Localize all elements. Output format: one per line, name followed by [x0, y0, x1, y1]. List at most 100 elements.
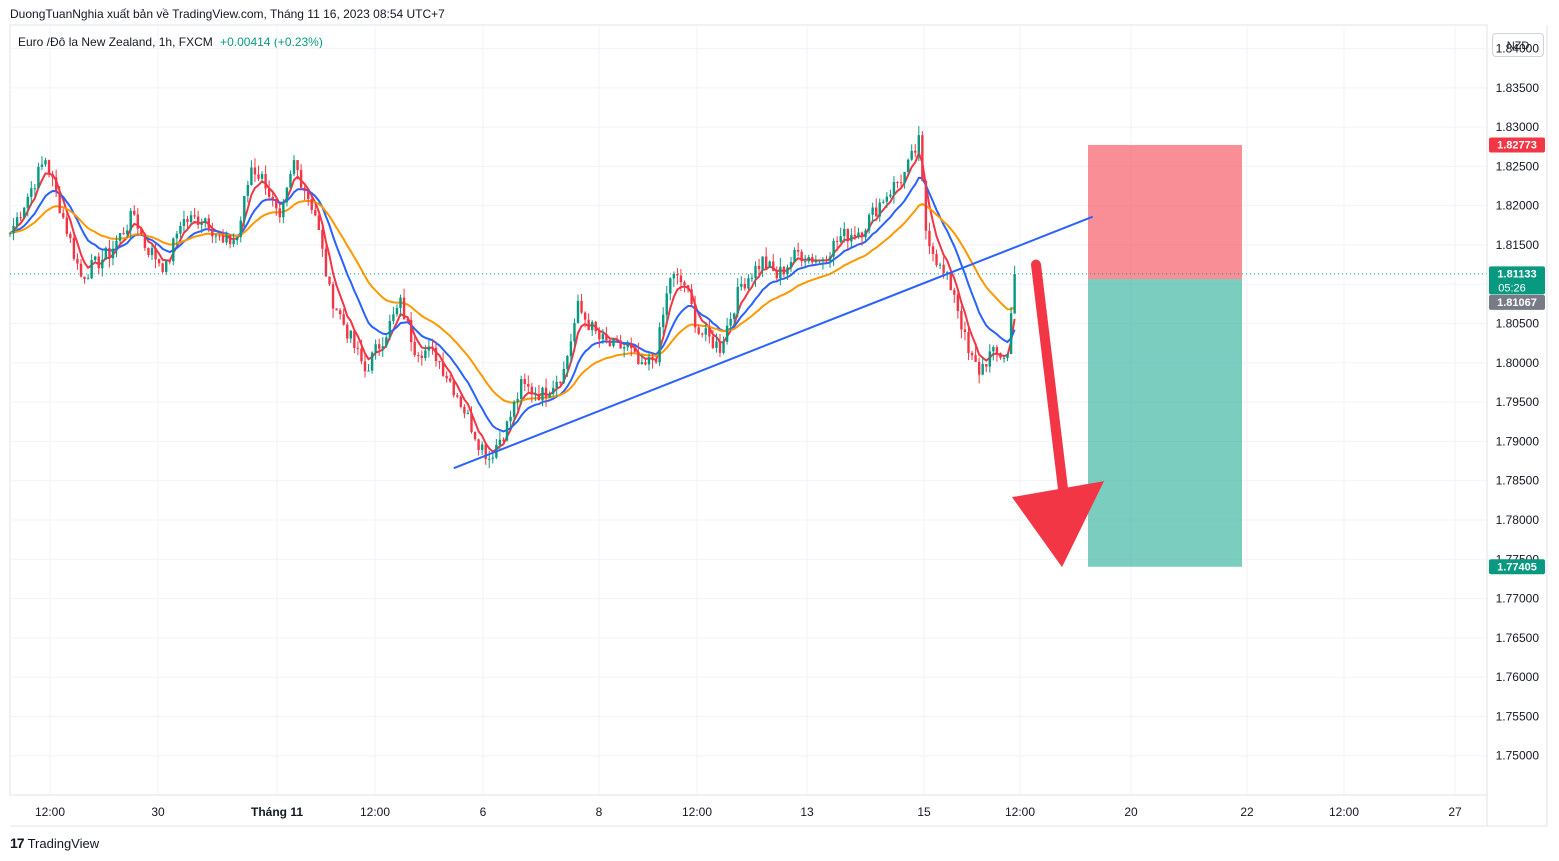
- candle-body: [40, 164, 44, 167]
- tradingview-logo[interactable]: 17 TradingView: [10, 835, 99, 851]
- candle-body: [889, 194, 892, 197]
- candle-body: [630, 343, 633, 349]
- last-price-tag-bg: [1489, 266, 1545, 295]
- candle-body: [33, 188, 37, 190]
- price-tick-label: 1.82500: [1496, 159, 1540, 173]
- candle-body: [338, 310, 342, 315]
- time-tick-label: 12:00: [360, 805, 390, 819]
- symbol-name: Euro /Đô la New Zealand, 1h, FXCM: [18, 35, 213, 49]
- candle-body: [157, 259, 161, 264]
- candle-body: [125, 230, 129, 235]
- price-tick-label: 1.76500: [1496, 631, 1540, 645]
- candle-body: [633, 348, 636, 352]
- price-tick-label: 1.80500: [1496, 317, 1540, 331]
- time-axis[interactable]: 12:00 30 Tháng 11 12:00 6 8 12:00 13 15 12:00 20 22…: [10, 794, 1487, 819]
- candle-body: [896, 182, 899, 184]
- candle-body: [424, 350, 427, 359]
- candle-body: [374, 344, 377, 353]
- candle-body: [104, 247, 108, 260]
- ema-mid-line: [9, 176, 1016, 433]
- candle-body: [441, 361, 445, 376]
- candle-body: [967, 332, 970, 353]
- candle-body: [204, 218, 207, 223]
- price-tick-label: 1.80000: [1496, 356, 1540, 370]
- candle-body: [236, 237, 239, 241]
- candle-body: [143, 233, 147, 248]
- candle-body: [296, 160, 299, 171]
- symbol-legend[interactable]: Euro /Đô la New Zealand, 1h, FXCM +0.004…: [18, 35, 323, 49]
- candle-body: [867, 214, 871, 231]
- candle-body: [665, 293, 668, 315]
- candle-body: [701, 333, 704, 335]
- candle-body: [551, 387, 555, 394]
- candle-body: [367, 370, 370, 372]
- candle-body: [282, 202, 285, 218]
- candle-body: [72, 238, 76, 259]
- candle-body: [992, 347, 995, 352]
- price-tick-label: 1.78000: [1496, 513, 1540, 527]
- candle-body: [910, 150, 913, 160]
- candle-body: [818, 260, 821, 262]
- candle-body: [186, 219, 189, 223]
- candle-body: [434, 347, 438, 362]
- candle-body: [885, 196, 889, 202]
- candle-body: [757, 265, 761, 270]
- candle-body: [953, 290, 956, 295]
- candle-body: [683, 282, 686, 286]
- candle-body: [711, 336, 715, 348]
- candle-body: [15, 217, 19, 226]
- candle-body: [51, 174, 54, 178]
- currency-button[interactable]: NZD: [1492, 33, 1544, 57]
- candle-body: [541, 387, 544, 401]
- candle-body: [679, 275, 683, 283]
- candle-body: [346, 324, 349, 339]
- candle-body: [459, 396, 463, 407]
- candle-body: [871, 207, 874, 215]
- candle-body: [814, 261, 818, 263]
- price-tick-label: 1.75000: [1496, 749, 1540, 763]
- candle-body: [331, 284, 335, 309]
- candle-body: [658, 327, 661, 363]
- candle-body: [356, 347, 360, 349]
- time-tick-label: 12:00: [35, 805, 65, 819]
- candle-body: [409, 319, 413, 343]
- candle-body: [725, 325, 729, 342]
- candle-body: [672, 274, 676, 279]
- stop-loss-zone: [1088, 144, 1242, 280]
- candle-body: [225, 235, 228, 243]
- candle-body: [764, 256, 768, 269]
- candle-body: [640, 362, 644, 365]
- price-tick-label: 1.83500: [1496, 81, 1540, 95]
- stop-price-tag-bg: [1489, 137, 1545, 153]
- candle-body: [924, 180, 928, 231]
- candle-body: [811, 257, 814, 263]
- time-tick-label: 6: [480, 805, 487, 819]
- candle-body: [484, 444, 487, 460]
- candle-body: [800, 251, 803, 262]
- candle-body: [715, 341, 718, 348]
- candle-body: [917, 135, 920, 153]
- candle-body: [260, 174, 264, 179]
- candle-body: [129, 210, 132, 231]
- candle-body: [303, 187, 306, 192]
- candle-body: [796, 249, 800, 252]
- candle-body: [622, 347, 626, 349]
- candle-body: [307, 191, 310, 200]
- candle-body: [512, 401, 516, 417]
- candle-body: [598, 331, 601, 340]
- candle-body: [864, 230, 867, 238]
- candle-body: [133, 210, 136, 215]
- take-profit-zone: [1088, 279, 1242, 567]
- candle-body: [693, 304, 697, 328]
- candle-body: [317, 215, 321, 231]
- candle-body: [8, 233, 12, 235]
- candle-body: [488, 458, 491, 460]
- candle-body: [111, 248, 115, 259]
- candle-body: [456, 395, 459, 397]
- candle-body: [981, 363, 984, 375]
- candle-body: [921, 135, 924, 181]
- candle-body: [200, 222, 203, 225]
- time-tick-label: 15: [917, 805, 931, 819]
- candle-body: [44, 160, 47, 165]
